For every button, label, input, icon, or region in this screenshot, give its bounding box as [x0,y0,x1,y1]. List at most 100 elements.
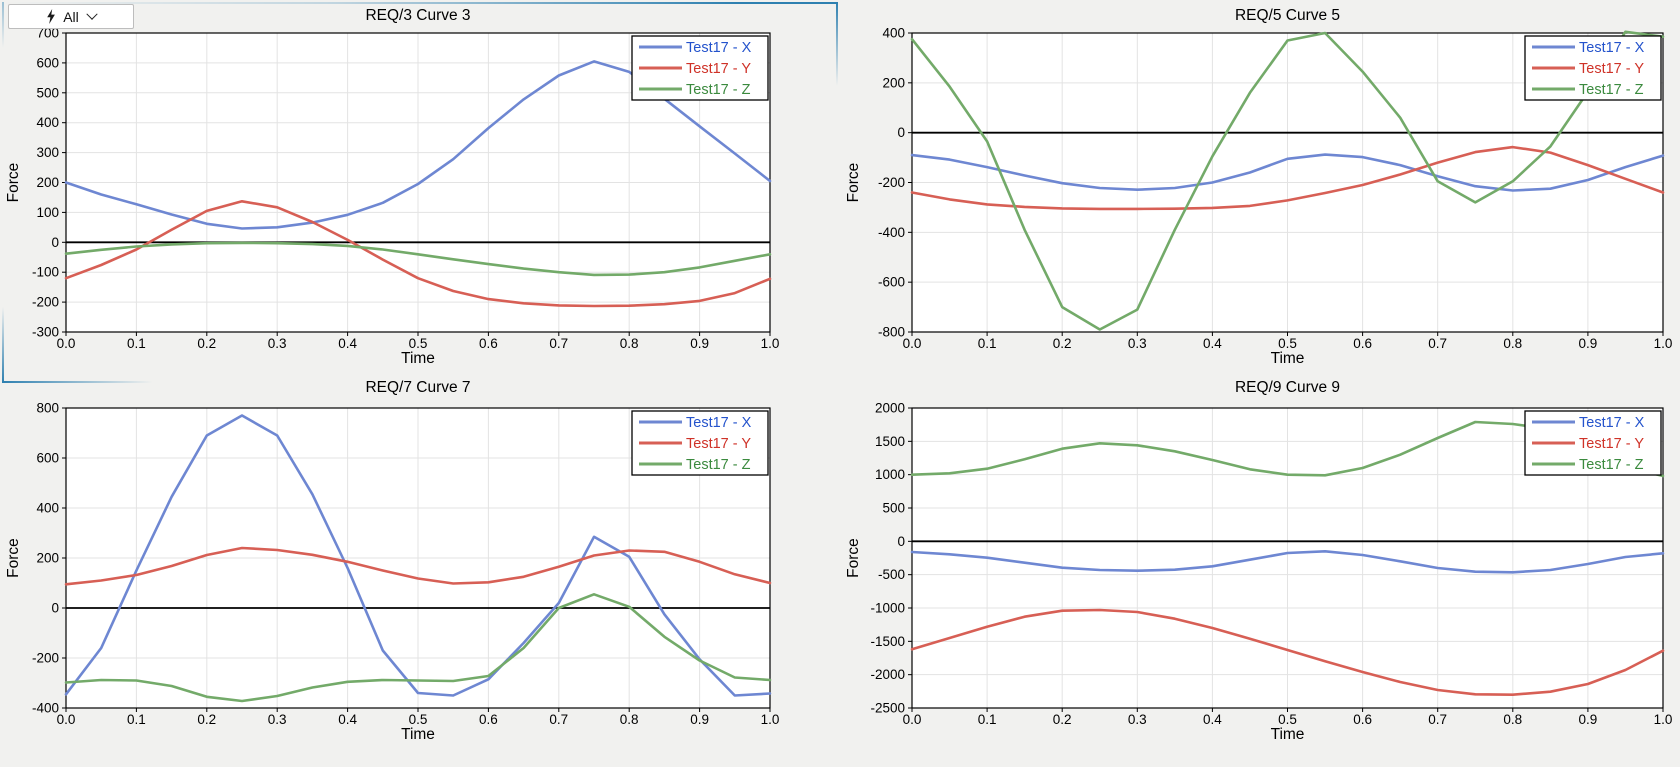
lightning-icon [46,9,56,24]
x-tick-label: 0.9 [1579,336,1598,351]
y-tick-label: -800 [878,325,905,340]
x-tick-label: 0.9 [1579,712,1598,727]
y-tick-label: 200 [36,175,59,190]
chart-svg: -300 -200 -100 0 100 200 300 400 500 600 700 0.0 0.1… [5,7,779,367]
series-line-test17-x[interactable] [910,550,1665,574]
series-line-test17-y[interactable] [910,608,1665,697]
series-line-test17-x[interactable] [910,153,1665,192]
legend-label: Test17 - Y [686,436,751,452]
x-tick-label: 0.6 [1353,336,1372,351]
x-tick-label: 0.5 [1278,336,1297,351]
x-tick-label: 0.3 [268,336,287,351]
chart-req5-curve5[interactable]: -800 -600 -400 -200 0 200 400 0.0 0.1 0.2 0.3 0.4 0.… [840,0,1680,372]
y-tick-label: -2000 [870,667,905,682]
chart-title: REQ/3 Curve 3 [365,7,470,24]
legend-label: Test17 - Z [686,457,751,473]
chart-title: REQ/7 Curve 7 [365,379,470,396]
y-tick-label: 400 [36,501,59,516]
series-line-test17-z[interactable] [910,30,1665,331]
series-line-test17-y[interactable] [64,200,772,308]
x-tick-label: 0.2 [1053,336,1072,351]
y-tick-label: 300 [36,145,59,160]
legend-label: Test17 - Z [1579,82,1644,98]
legend-label: Test17 - X [686,415,752,431]
chart-req3-curve3[interactable]: -300 -200 -100 0 100 200 300 400 500 600 700 0.0 0.1… [0,0,840,372]
chart-svg: -400 -200 0 200 400 600 800 0.0 0.1 0.2 0.3 0.4 0.5 0… [5,379,780,743]
x-tick-label: 0.0 [903,336,922,351]
y-axis-label: Force [845,538,862,578]
x-tick-label: 1.0 [1654,712,1673,727]
x-tick-label: 0.5 [1278,712,1297,727]
series-line-test17-x[interactable] [64,414,772,697]
x-tick-label: 0.3 [1128,336,1147,351]
x-tick-label: 0.2 [197,712,216,727]
x-tick-label: 0.7 [1428,712,1447,727]
x-tick-label: 0.1 [978,336,997,351]
y-tick-label: 0 [51,601,59,616]
x-tick-label: 0.8 [620,336,639,351]
y-tick-label: 200 [36,551,59,566]
y-tick-label: -200 [32,295,59,310]
x-tick-label: 0.6 [1353,712,1372,727]
y-tick-label: -600 [878,275,905,290]
y-tick-label: -1000 [870,601,905,616]
y-tick-label: 400 [36,115,59,130]
chart-svg: -2500 -2000 -1500 -1000 -500 0 500 1000 1500 2000… [845,379,1673,743]
series-line-test17-y[interactable] [64,546,772,586]
y-axis-label: Force [5,163,22,203]
y-tick-label: 800 [36,401,59,416]
y-tick-label: -100 [32,265,59,280]
x-tick-label: 0.7 [549,712,568,727]
x-tick-label: 0.0 [903,712,922,727]
y-tick-label: 100 [36,205,59,220]
filter-label: All [63,8,79,25]
x-tick-label: 0.9 [690,712,709,727]
y-tick-label: 200 [882,75,905,90]
x-tick-label: 0.4 [338,336,357,351]
x-tick-label: 0.1 [127,712,146,727]
legend-label: Test17 - Y [1579,61,1644,77]
y-tick-label: 700 [36,26,59,41]
x-tick-label: 0.4 [1203,336,1222,351]
x-tick-label: 0.5 [409,712,428,727]
x-tick-label: 0.8 [620,712,639,727]
y-tick-label: 400 [882,26,905,41]
legend-label: Test17 - X [686,40,752,56]
x-axis-label: Time [1271,726,1305,743]
y-axis-label: Force [845,163,862,203]
y-tick-label: -300 [32,325,59,340]
series-filter-dropdown[interactable]: All [8,4,134,29]
x-tick-label: 0.8 [1503,712,1522,727]
x-tick-label: 0.9 [690,336,709,351]
x-tick-label: 0.8 [1503,336,1522,351]
x-tick-label: 0.2 [1053,712,1072,727]
x-tick-label: 0.3 [1128,712,1147,727]
x-tick-label: 1.0 [1654,336,1673,351]
x-tick-label: 0.6 [479,712,498,727]
chevron-down-icon [86,8,98,20]
legend-label: Test17 - Y [1579,436,1644,452]
y-tick-label: 0 [897,534,905,549]
x-tick-label: 0.7 [549,336,568,351]
y-tick-label: -400 [878,225,905,240]
y-tick-label: -1500 [870,634,905,649]
x-axis-label: Time [401,726,435,743]
x-tick-label: 1.0 [761,712,780,727]
series-line-test17-z[interactable] [64,241,772,277]
series-line-test17-y[interactable] [910,145,1665,211]
y-tick-label: 500 [882,501,905,516]
legend-label: Test17 - X [1579,415,1645,431]
x-tick-label: 0.4 [1203,712,1222,727]
x-axis-label: Time [1271,350,1305,367]
chart-req7-curve7[interactable]: -400 -200 0 200 400 600 800 0.0 0.1 0.2 0.3 0.4 0.5 0… [0,372,840,762]
y-tick-label: 600 [36,451,59,466]
y-tick-label: 0 [51,235,59,250]
y-tick-label: 2000 [875,401,905,416]
y-axis-label: Force [5,538,22,578]
chart-title: REQ/9 Curve 9 [1235,379,1340,396]
series-line-test17-z[interactable] [64,593,772,703]
x-tick-label: 0.1 [978,712,997,727]
legend-label: Test17 - Y [686,61,751,77]
x-tick-label: 0.4 [338,712,357,727]
chart-req9-curve9[interactable]: -2500 -2000 -1500 -1000 -500 0 500 1000 1500 2000… [840,372,1680,762]
